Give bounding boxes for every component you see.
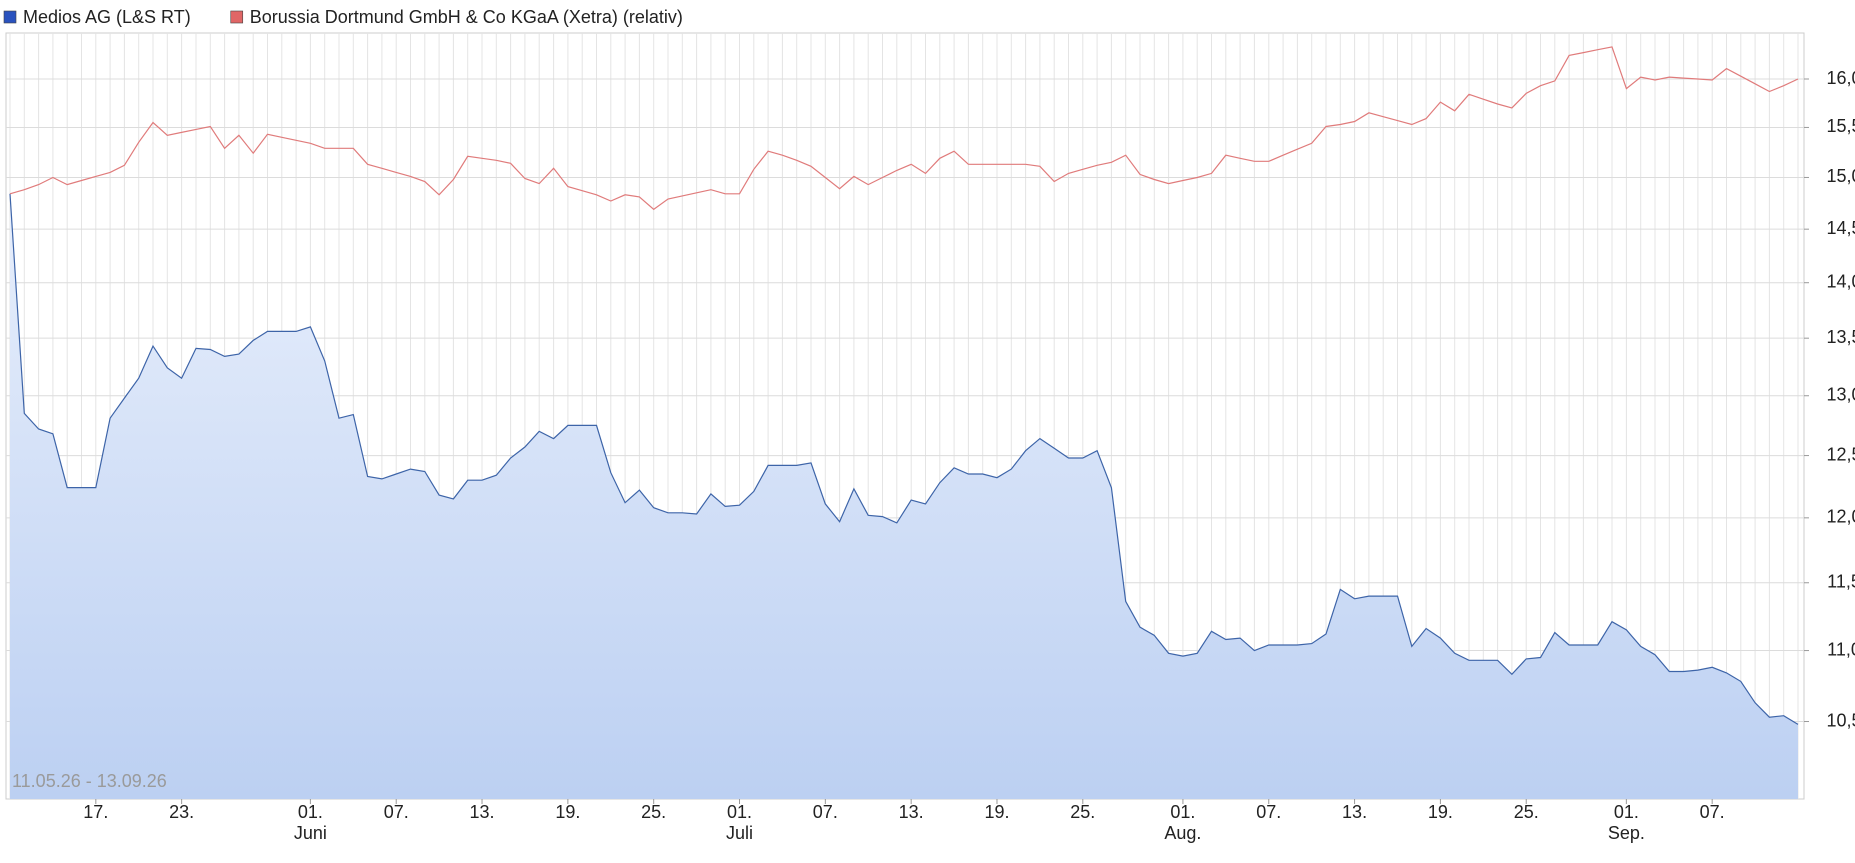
x-month-label: Sep.	[1608, 823, 1645, 843]
y-tick-label: 11,5	[1827, 572, 1855, 592]
x-tick-label: 13.	[1342, 802, 1367, 822]
x-tick-label: 01.	[1614, 802, 1639, 822]
y-tick-label: 14,5	[1826, 218, 1855, 238]
x-tick-label: 19.	[1428, 802, 1453, 822]
y-tick-label: 15,5	[1826, 116, 1855, 136]
y-tick-label: 16,0	[1826, 68, 1855, 88]
y-tick-label: 11,0	[1827, 639, 1855, 659]
area	[10, 193, 1798, 800]
x-tick-label: 01.	[727, 802, 752, 822]
x-month-label: Aug.	[1164, 823, 1201, 843]
y-tick-label: 12,0	[1826, 507, 1855, 527]
x-tick-label: 01.	[1170, 802, 1195, 822]
y-tick-label: 13,5	[1826, 327, 1855, 347]
x-tick-label: 07.	[1700, 802, 1725, 822]
series-line	[9, 46, 1799, 211]
x-tick-label: 17.	[83, 802, 108, 822]
y-tick-label: 10,5	[1826, 710, 1855, 730]
y-tick-label: 13,0	[1826, 384, 1855, 404]
x-tick-label: 25.	[1070, 802, 1095, 822]
x-tick-label: 13.	[470, 802, 495, 822]
x-tick-label: 13.	[899, 802, 924, 822]
legend-swatch	[3, 10, 17, 24]
legend-label: Medios AG (L&S RT)	[23, 7, 191, 27]
x-month-label: Juli	[726, 823, 753, 843]
y-tick-label: 15,0	[1826, 166, 1855, 186]
x-month-label: Juni	[294, 823, 327, 843]
x-tick-label: 07.	[1256, 802, 1281, 822]
x-tick-label: 07.	[813, 802, 838, 822]
x-tick-label: 07.	[384, 802, 409, 822]
legend-label: Borussia Dortmund GmbH & Co KGaA (Xetra)…	[250, 7, 683, 27]
y-tick-label: 12,5	[1826, 444, 1855, 464]
date-range: 11.05.26 - 13.09.26	[12, 771, 167, 791]
x-tick-label: 25.	[1514, 802, 1539, 822]
x-tick-label: 23.	[169, 802, 194, 822]
x-tick-label: 25.	[641, 802, 666, 822]
x-tick-label: 01.	[298, 802, 323, 822]
x-tick-label: 19.	[555, 802, 580, 822]
series-line	[9, 193, 1799, 725]
legend-swatch	[230, 10, 244, 24]
y-tick-label: 14,0	[1826, 271, 1855, 291]
x-tick-label: 19.	[984, 802, 1009, 822]
